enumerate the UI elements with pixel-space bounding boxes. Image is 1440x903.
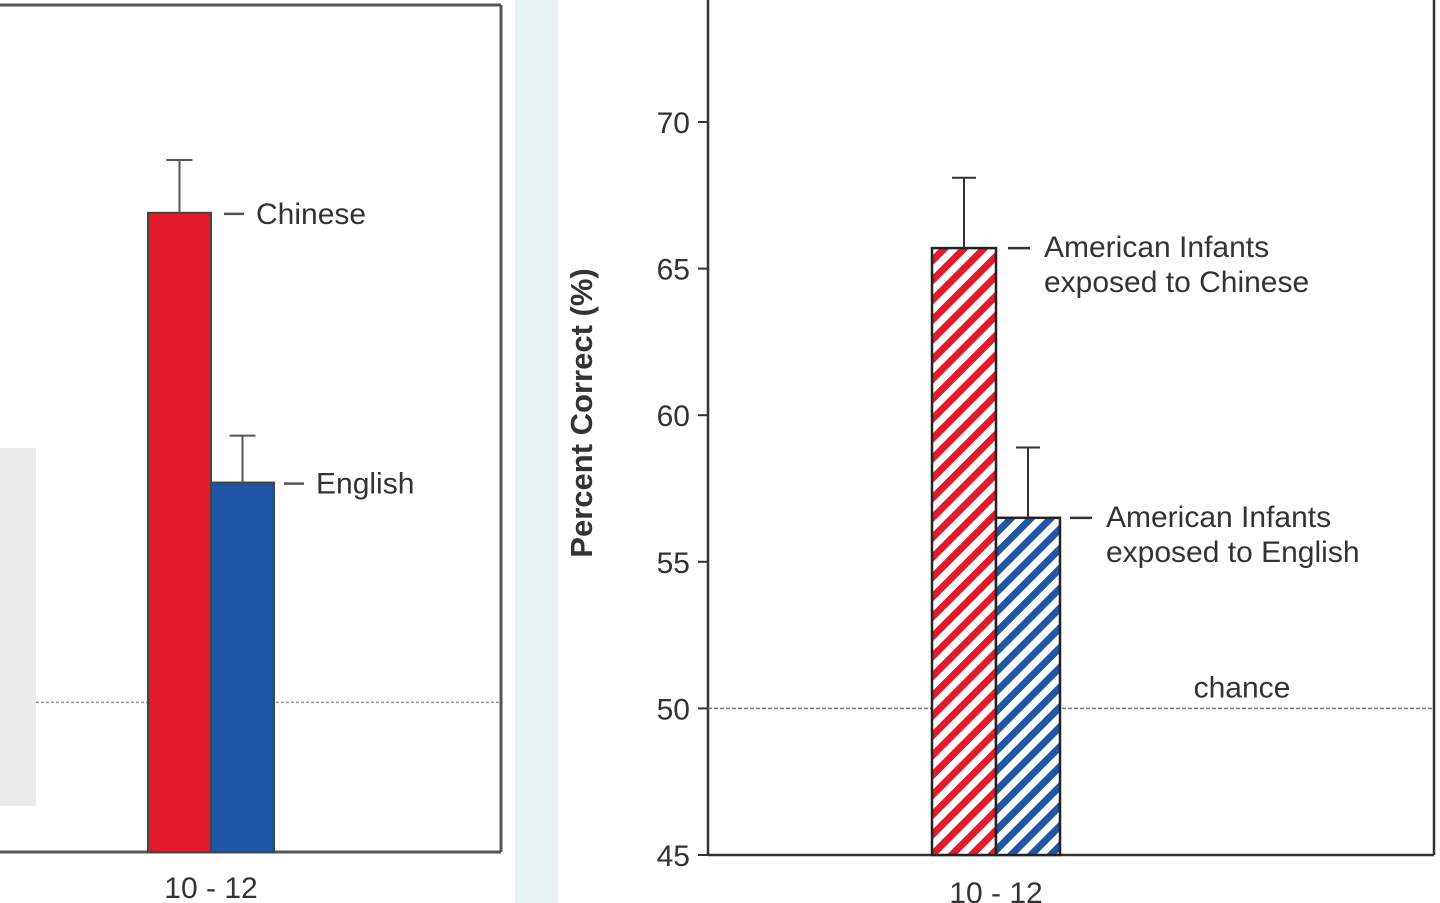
right-series-label-1-line-1: exposed to English — [1106, 536, 1360, 569]
y-tick-label-60: 60 — [657, 400, 690, 433]
y-axis-title: Percent Correct (%) — [564, 268, 599, 557]
panel-gap — [515, 0, 558, 903]
cropped-edge-patch — [0, 448, 36, 806]
y-tick-label-50: 50 — [657, 693, 690, 726]
left-bar-english — [210, 481, 275, 853]
left-bar-chinese — [147, 211, 212, 854]
y-tick-label-70: 70 — [657, 107, 690, 140]
right-series-label-1-line-0: American Infants — [1106, 501, 1331, 534]
left-series-label-chinese: Chinese — [256, 198, 366, 231]
right-bar-english — [994, 516, 1062, 857]
left-category-label: 10 - 12 — [164, 872, 257, 903]
chance-label: chance — [1194, 671, 1291, 704]
y-tick-label-45: 45 — [657, 840, 690, 873]
left-series-label-english: English — [316, 468, 414, 501]
right-bar-chinese — [930, 246, 998, 857]
right-category-label: 10 - 12 — [949, 877, 1042, 903]
right-series-label-0-line-0: American Infants — [1044, 231, 1269, 264]
y-tick-label-65: 65 — [657, 254, 690, 287]
y-tick-label-55: 55 — [657, 547, 690, 580]
right-series-label-0-line-1: exposed to Chinese — [1044, 266, 1309, 299]
